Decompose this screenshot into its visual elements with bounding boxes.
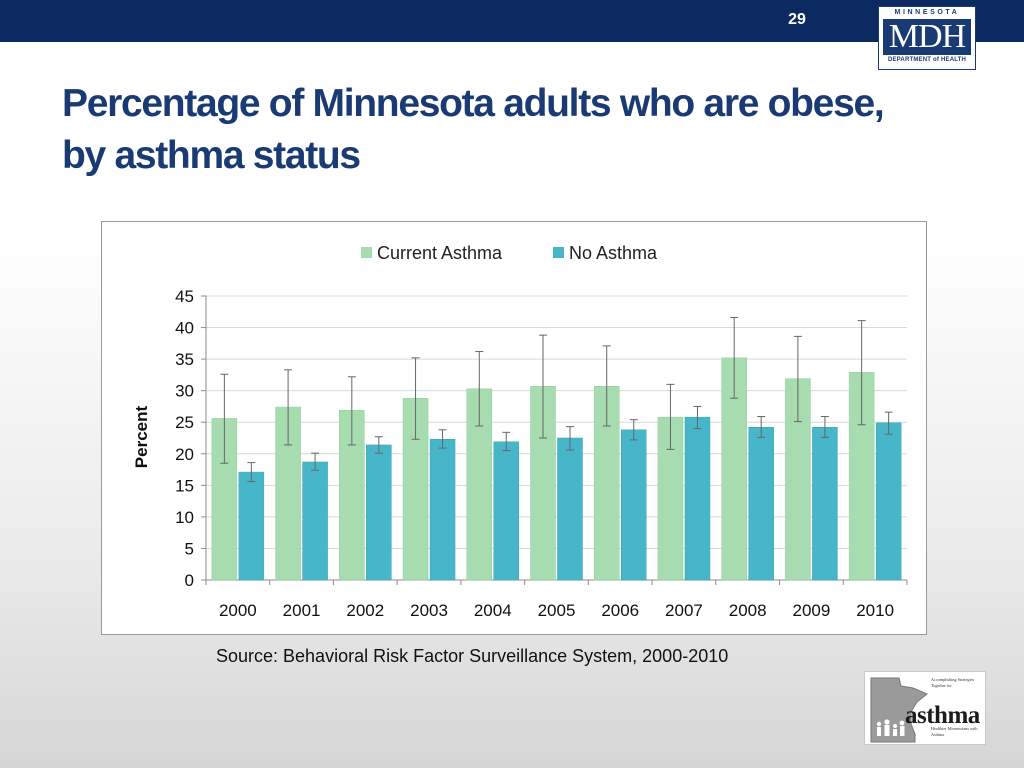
y-tick-label: 40: [175, 319, 194, 338]
error-bar-no-asthma-2010: [884, 411, 893, 435]
x-tick-labels: 2000 2001 2002 2003 2004 2005 2006 2007 2008 2009…: [219, 601, 894, 620]
error-bar-current-asthma-2008: [730, 316, 739, 399]
error-bar-current-asthma-2009: [793, 335, 802, 423]
y-axis-label: Percent: [132, 405, 151, 468]
x-tick-label-2010: 2010: [856, 601, 894, 620]
bar-current-asthma-2000: [211, 418, 238, 581]
error-bar-current-asthma-2002: [347, 376, 356, 446]
bar-no-asthma-2010: [875, 422, 902, 581]
x-tick-label-2000: 2000: [219, 601, 257, 620]
mdh-logo-wordmark: MDH: [883, 19, 971, 55]
y-tick-label: 15: [175, 476, 194, 495]
bar-no-asthma-2005: [557, 437, 583, 581]
error-bar-current-asthma-2006: [602, 345, 611, 427]
bar-no-asthma-2004: [493, 441, 520, 581]
slide-title: Percentage of Minnesota adults who are o…: [62, 82, 885, 177]
error-bar-no-asthma-2009: [820, 416, 829, 438]
y-tick-label: 5: [185, 539, 194, 558]
y-tick-label: 35: [175, 350, 194, 369]
error-bar-current-asthma-2004: [475, 351, 484, 427]
error-bar-no-asthma-2000: [247, 462, 256, 483]
error-bar-no-asthma-2008: [757, 416, 766, 438]
y-tick-label: 0: [185, 571, 194, 590]
asthma-logo-tagline-bottom: Healthier Minnesotans with Asthma: [931, 726, 978, 737]
x-tick-label-2004: 2004: [474, 601, 512, 620]
x-tick-label-2003: 2003: [410, 601, 448, 620]
error-bar-no-asthma-2007: [693, 405, 702, 430]
x-tick-label-2008: 2008: [729, 601, 767, 620]
asthma-logo-wordmark: asthma: [905, 702, 980, 729]
error-bar-current-asthma-2010: [857, 320, 866, 426]
bar-no-asthma-2003: [429, 439, 456, 581]
error-bar-no-asthma-2005: [566, 426, 574, 451]
error-bar-current-asthma-2005: [539, 334, 547, 439]
asthma-program-logo: Accomplishing Strategies Together for as…: [864, 671, 986, 745]
legend-swatch-no-asthma: [553, 247, 564, 258]
error-bar-no-asthma-2001: [311, 452, 320, 471]
legend-label-current-asthma: Current Asthma: [377, 243, 503, 263]
x-tick-label-2002: 2002: [346, 601, 384, 620]
bar-no-asthma-2007: [684, 416, 711, 581]
bar-no-asthma-2000: [238, 471, 265, 581]
y-tick-label: 45: [175, 287, 194, 306]
legend: Current Asthma No Asthma: [361, 243, 658, 263]
asthma-logo-tagline-top: Accomplishing Strategies Together for: [931, 677, 975, 688]
x-tick-label-2005: 2005: [538, 601, 576, 620]
obesity-bar-chart: Current Asthma No Asthma 0 5 10 15 20 25 30 35 4…: [132, 243, 908, 620]
error-bar-no-asthma-2004: [502, 431, 511, 452]
chart-container: Current Asthma No Asthma 0 5 10 15 20 25 30 35 4…: [101, 221, 927, 635]
legend-swatch-current-asthma: [361, 247, 372, 258]
minnesota-map-icon: [870, 677, 928, 743]
y-tick-label: 10: [175, 508, 194, 527]
mdh-logo-department-text: DEPARTMENT of HEALTH: [887, 57, 967, 63]
source-citation: Source: Behavioral Risk Factor Surveilla…: [216, 646, 729, 666]
bar-no-asthma-2006: [620, 429, 647, 581]
legend-label-no-asthma: No Asthma: [569, 243, 658, 263]
bar-no-asthma-2002: [366, 444, 392, 581]
x-tick-label-2006: 2006: [601, 601, 639, 620]
error-bar-current-asthma-2003: [411, 357, 420, 440]
error-bar-no-asthma-2002: [374, 436, 383, 454]
error-bar-current-asthma-2000: [220, 373, 229, 464]
error-bars: [220, 316, 893, 483]
y-tick-label: 25: [175, 413, 194, 432]
error-bar-no-asthma-2006: [629, 419, 638, 441]
mdh-logo: MINNESOTA MDH DEPARTMENT of HEALTH: [878, 6, 976, 70]
y-tick-labels: 0 5 10 15 20 25 30 35 40 45: [175, 287, 194, 590]
error-bar-current-asthma-2001: [284, 369, 293, 446]
mdh-logo-state-text: MINNESOTA: [894, 9, 960, 16]
bar-no-asthma-2001: [302, 461, 328, 581]
bar-no-asthma-2008: [748, 427, 774, 581]
header-bar: [0, 0, 1024, 42]
y-tick-label: 30: [175, 382, 194, 401]
error-bar-current-asthma-2007: [666, 383, 675, 450]
x-tick-label-2009: 2009: [792, 601, 830, 620]
x-tick-label-2007: 2007: [665, 601, 703, 620]
error-bar-no-asthma-2003: [438, 429, 447, 449]
y-tick-label: 20: [175, 445, 194, 464]
bar-no-asthma-2009: [812, 427, 838, 581]
x-tick-label-2001: 2001: [283, 601, 321, 620]
slide-number: 29: [788, 11, 806, 28]
